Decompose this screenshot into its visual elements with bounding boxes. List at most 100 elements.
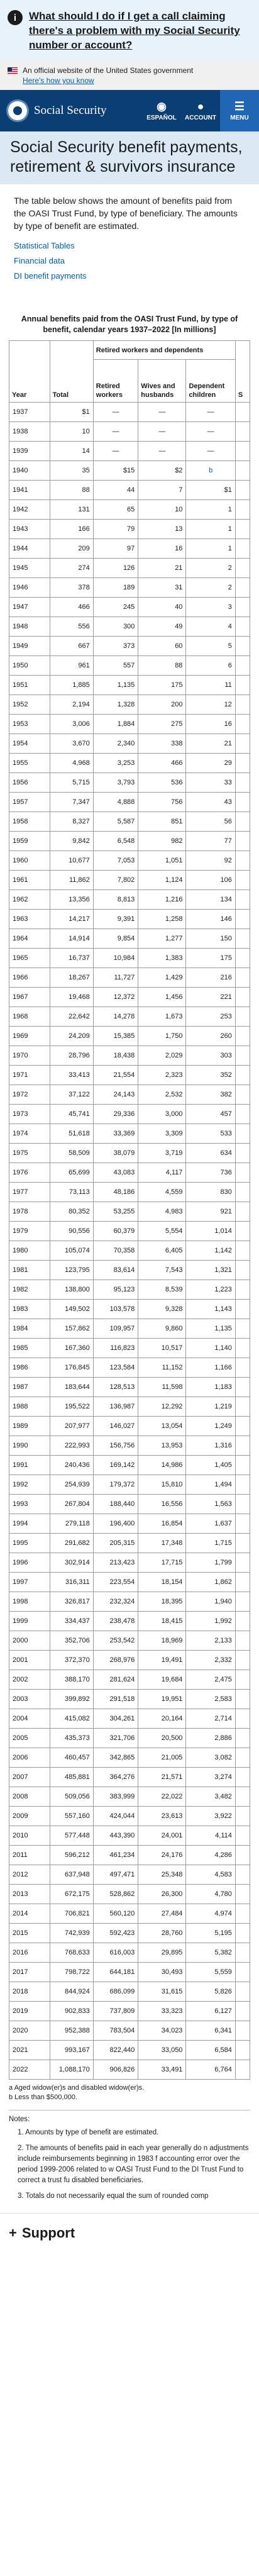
- cell-survivors-cut: [234, 538, 251, 559]
- cell-retired-workers: 43,083: [92, 1163, 139, 1183]
- cell-year: 2002: [9, 1670, 50, 1690]
- cell-dependent-children: 3: [185, 597, 236, 617]
- cell-wives-husbands: 5,554: [138, 1221, 187, 1241]
- cell-retired-workers: 783,504: [92, 2021, 139, 2041]
- cell-survivors-cut: [234, 772, 251, 793]
- cell-survivors-cut: [234, 753, 251, 773]
- table-row: 1963 14,217 9,391 1,258 146: [9, 909, 251, 929]
- cell-retired-workers: 291,518: [92, 1689, 139, 1709]
- support-toggle[interactable]: + Support: [9, 2225, 250, 2241]
- cell-survivors-cut: [234, 1689, 251, 1709]
- table-row: 1962 13,356 8,813 1,216 134: [9, 889, 251, 910]
- cell-wives-husbands: 13,953: [138, 1436, 187, 1456]
- page-title: Social Security benefit payments, retire…: [10, 138, 243, 176]
- cell-dependent-children: 1,183: [185, 1377, 236, 1397]
- cell-total: 485,881: [49, 1767, 94, 1787]
- cell-year: 1998: [9, 1592, 50, 1612]
- table-row: 2005 435,373 321,706 20,500 2,886: [9, 1728, 251, 1748]
- espanol-button[interactable]: ◉ ESPAÑOL: [142, 90, 181, 131]
- cell-retired-workers: 281,624: [92, 1670, 139, 1690]
- user-icon: ●: [197, 99, 204, 113]
- cell-survivors-cut: [234, 1650, 251, 1670]
- link-financial-data[interactable]: Financial data: [14, 256, 65, 265]
- cell-dependent-children: 1,249: [185, 1416, 236, 1436]
- cell-retired-workers: 1,328: [92, 694, 139, 715]
- cell-dependent-children: 4,114: [185, 1826, 236, 1846]
- cell-wives-husbands: 31,615: [138, 1982, 187, 2002]
- table-row: 1990 222,993 156,756 13,953 1,316: [9, 1436, 251, 1456]
- cell-wives-husbands: 1,456: [138, 987, 187, 1007]
- cell-retired-workers: 109,957: [92, 1319, 139, 1339]
- cell-retired-workers: 12,372: [92, 987, 139, 1007]
- cell-total: 123,795: [49, 1260, 94, 1280]
- cell-survivors-cut: [234, 1221, 251, 1241]
- cell-survivors-cut: [234, 1436, 251, 1456]
- cell-survivors-cut: [234, 1475, 251, 1495]
- gov-banner-text: An official website of the United States…: [23, 66, 194, 75]
- cell-survivors-cut: [234, 1494, 251, 1514]
- link-statistical-tables[interactable]: Statistical Tables: [14, 241, 75, 250]
- cell-total: 378: [49, 577, 94, 598]
- cell-retired-workers: 424,044: [92, 1806, 139, 1826]
- cell-retired-workers: 189: [92, 577, 139, 598]
- cell-year: 1982: [9, 1280, 50, 1300]
- cell-year: 1954: [9, 733, 50, 754]
- cell-year: 1999: [9, 1611, 50, 1631]
- cell-total: 183,644: [49, 1377, 94, 1397]
- table-row: 1946 378 189 31 2: [9, 577, 251, 598]
- cell-dependent-children: 921: [185, 1202, 236, 1222]
- cell-total: $1: [49, 402, 94, 422]
- cell-wives-husbands: 536: [138, 772, 187, 793]
- cell-wives-husbands: 2,323: [138, 1065, 187, 1085]
- table-body: 1937 $1— — —1938 10— — —1939 14— — —1940 35 $15 $2 b 1…: [9, 402, 251, 2080]
- cell-retired-workers: 205,315: [92, 1533, 139, 1553]
- cell-total: 9,842: [49, 831, 94, 851]
- cell-dependent-children: b: [185, 460, 236, 481]
- cell-wives-husbands: 12,292: [138, 1397, 187, 1417]
- cell-year: 1977: [9, 1182, 50, 1202]
- cell-survivors-cut: [234, 1241, 251, 1261]
- cell-total: 372,370: [49, 1650, 94, 1670]
- cell-retired-workers: 364,276: [92, 1767, 139, 1787]
- cell-survivors-cut: [234, 558, 251, 578]
- cell-retired-workers: 53,255: [92, 1202, 139, 1222]
- link-di-benefit-payments[interactable]: DI benefit payments: [14, 271, 87, 281]
- cell-survivors-cut: [234, 519, 251, 539]
- cell-total: 961: [49, 655, 94, 676]
- ssa-logo-link[interactable]: Social Security: [6, 99, 142, 122]
- cell-total: 88: [49, 480, 94, 500]
- cell-total: 466: [49, 597, 94, 617]
- cell-total: 14: [49, 441, 94, 461]
- cell-total: 952,388: [49, 2021, 94, 2041]
- account-button[interactable]: ● ACCOUNT: [181, 90, 220, 131]
- table-row: 1938 10— — —: [9, 421, 251, 442]
- cell-retired-workers: 9,391: [92, 909, 139, 929]
- table-row: 1987 183,644 128,513 11,598 1,183: [9, 1377, 251, 1397]
- cell-year: 2006: [9, 1748, 50, 1768]
- table-row: 1988 195,522 136,987 12,292 1,219: [9, 1397, 251, 1417]
- cell-total: 157,862: [49, 1319, 94, 1339]
- gov-how-you-know-link[interactable]: Here's how you know: [23, 76, 94, 85]
- cell-dependent-children: 1,166: [185, 1358, 236, 1378]
- cell-wives-husbands: 1,051: [138, 850, 187, 871]
- cell-year: 1943: [9, 519, 50, 539]
- table-row: 1984 157,862 109,957 9,860 1,135: [9, 1319, 251, 1339]
- table-row: 2018 844,924 686,099 31,615 5,826: [9, 1982, 251, 2002]
- table-row: 1943 166 79 13 1: [9, 519, 251, 539]
- cell-dependent-children: 4,286: [185, 1845, 236, 1865]
- cell-survivors-cut: [234, 1104, 251, 1124]
- cell-dependent-children: 303: [185, 1045, 236, 1066]
- info-icon: i: [8, 10, 23, 25]
- scam-alert-link[interactable]: What should I do if I get a call claimin…: [29, 10, 240, 51]
- cell-year: 2022: [9, 2060, 50, 2080]
- cell-retired-workers: 10,984: [92, 948, 139, 968]
- cell-dependent-children: 5,826: [185, 1982, 236, 2002]
- menu-button[interactable]: ☰ MENU: [220, 90, 259, 131]
- cell-wives-husbands: 17,348: [138, 1533, 187, 1553]
- cell-survivors-cut: [234, 850, 251, 871]
- notes-heading: Notes:: [9, 2116, 30, 2123]
- cell-total: 1,885: [49, 675, 94, 695]
- cell-dependent-children: 4,780: [185, 1884, 236, 1904]
- cell-wives-husbands: 88: [138, 655, 187, 676]
- cell-total: 11,862: [49, 870, 94, 890]
